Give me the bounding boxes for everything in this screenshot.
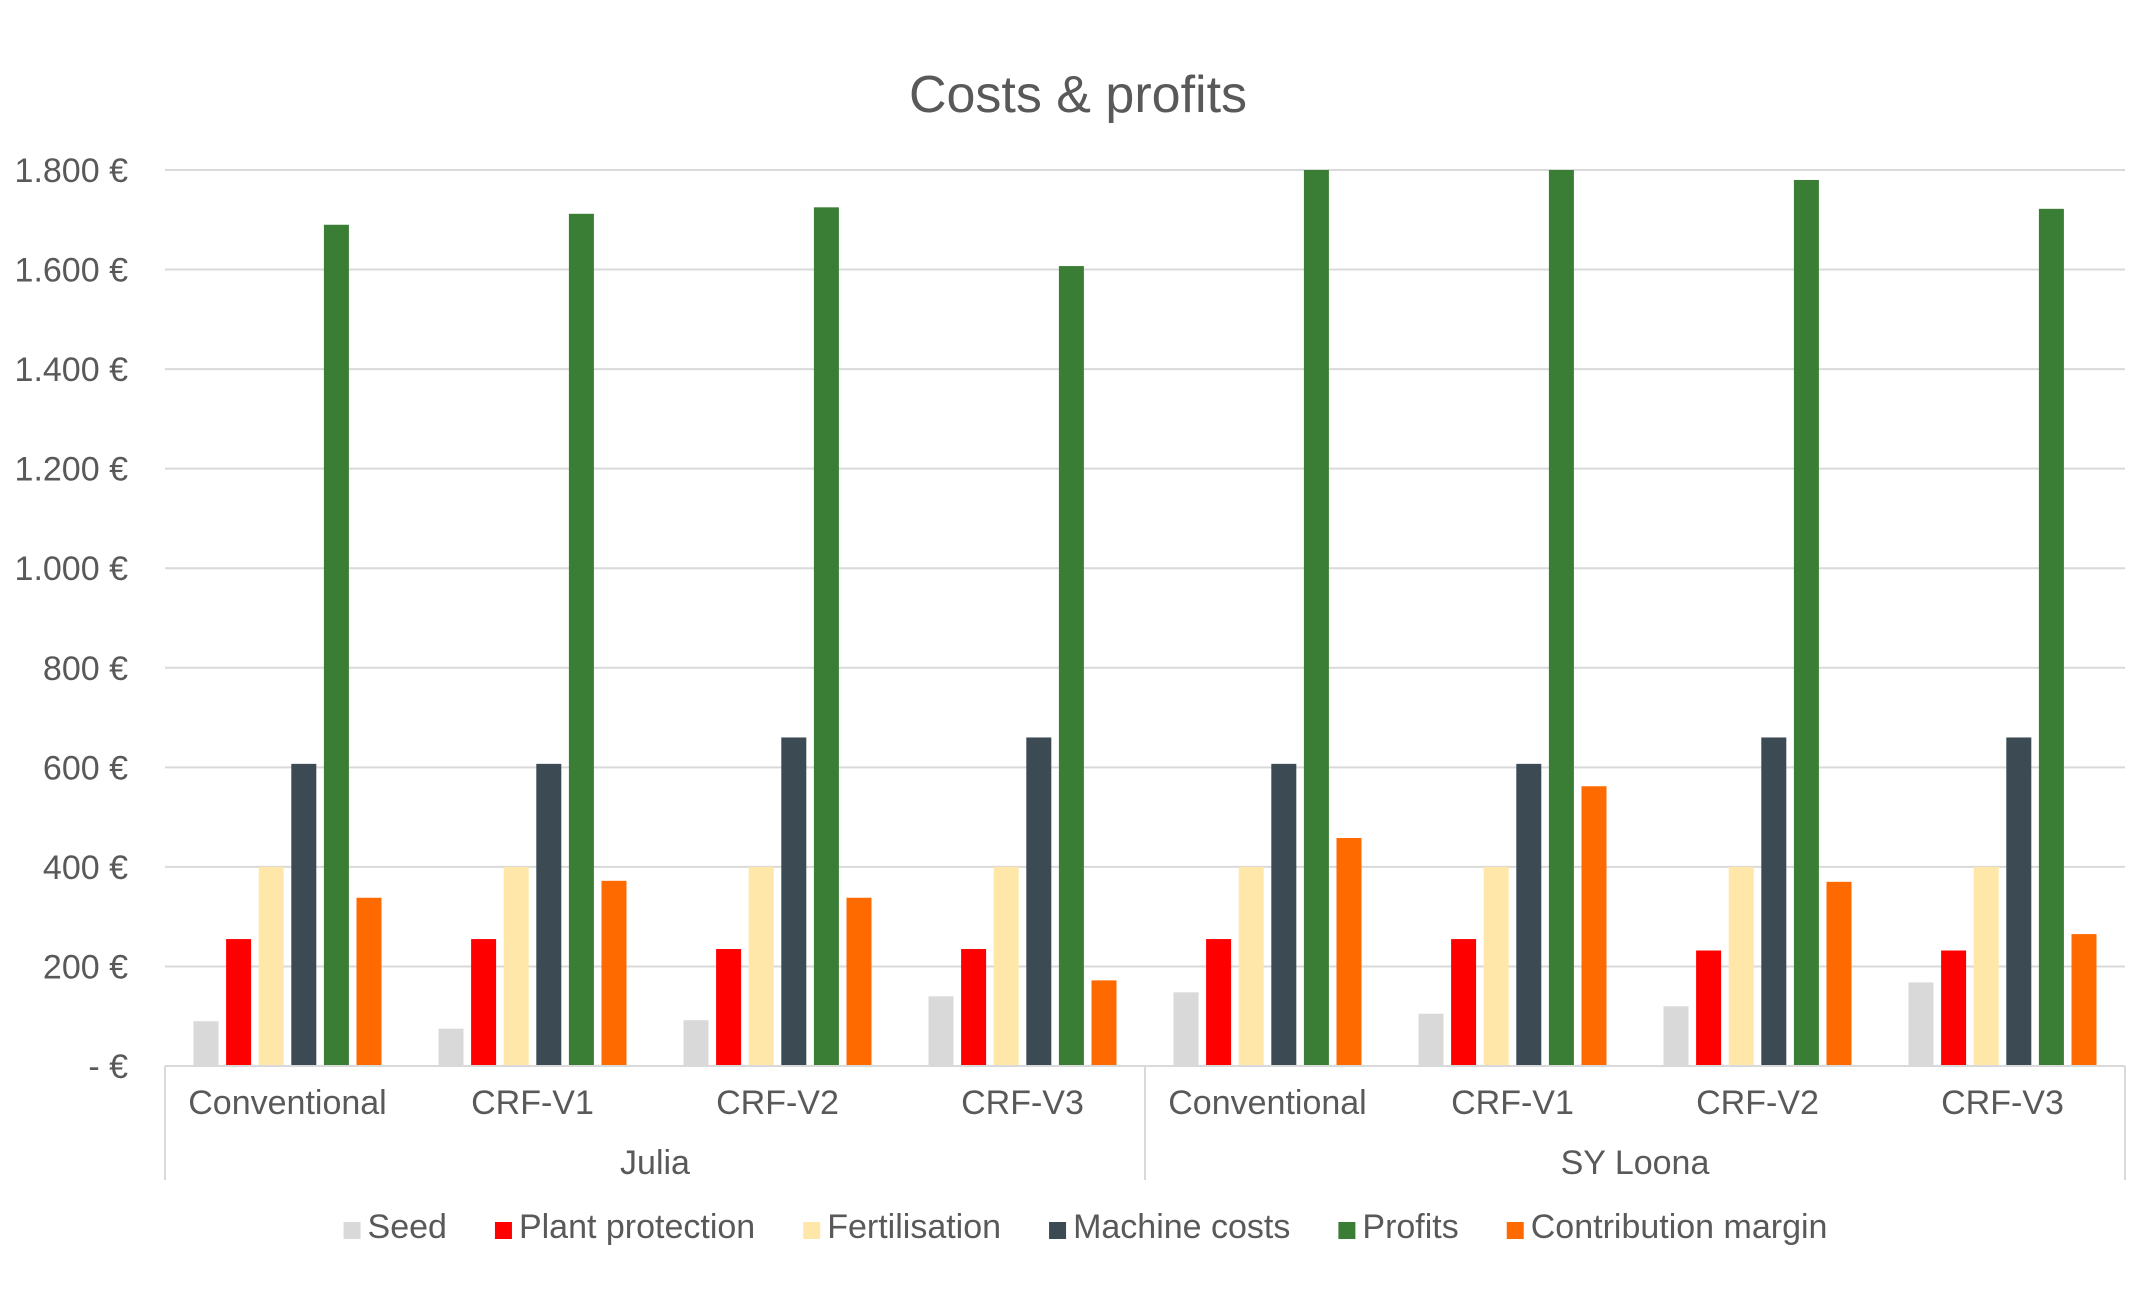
- legend-label: Profits: [1362, 1208, 1458, 1246]
- legend-item: Plant protection: [494, 1208, 755, 1246]
- bar-profits: [2038, 208, 2064, 1066]
- x-axis: [164, 1065, 2126, 1180]
- bar-seed: [1908, 982, 1934, 1066]
- legend-label: Contribution margin: [1531, 1208, 1828, 1246]
- bar-plant-protection: [471, 939, 497, 1066]
- bar-machine-costs: [536, 763, 562, 1066]
- bar-fertilisation: [503, 866, 529, 1066]
- bar-machine-costs: [2006, 737, 2032, 1066]
- bar-seed: [1418, 1013, 1444, 1066]
- y-axis-tick-labels: - € 200 € 400 € 600 € 800 € 1.000 € 1.200 € 1.4…: [15, 152, 129, 1086]
- y-tick-label: 1.400 €: [15, 351, 129, 389]
- bar-machine-costs: [1271, 763, 1297, 1066]
- bar-fertilisation: [1973, 866, 1999, 1066]
- legend-swatch: [1506, 1222, 1524, 1239]
- bar-seed: [928, 996, 954, 1066]
- legend-swatch: [803, 1222, 821, 1239]
- bar-plant-protection: [961, 949, 987, 1066]
- bar-plant-protection: [1696, 950, 1722, 1066]
- legend-swatch: [343, 1222, 361, 1239]
- y-tick-label: 200 €: [43, 948, 128, 986]
- bar-contribution-margin: [846, 897, 872, 1066]
- bar-machine-costs: [291, 763, 317, 1066]
- x-group-label: SY Loona: [1561, 1144, 1710, 1182]
- bar-plant-protection: [226, 939, 252, 1066]
- bar-machine-costs: [1761, 737, 1787, 1066]
- legend: Seed Plant protection Fertilisation Machine…: [343, 1208, 1828, 1246]
- x-category-label: CRF-V2: [716, 1084, 839, 1122]
- bar-fertilisation: [1483, 866, 1509, 1066]
- bar-seed: [1173, 992, 1199, 1066]
- bar-plant-protection: [1941, 950, 1967, 1066]
- bar-profits: [813, 207, 839, 1067]
- x-category-label: CRF-V1: [471, 1084, 594, 1122]
- y-tick-label: 1.200 €: [15, 451, 129, 489]
- bar-fertilisation: [748, 866, 774, 1066]
- bar-seed: [1663, 1006, 1689, 1066]
- bar-fertilisation: [1728, 866, 1754, 1066]
- bar-plant-protection: [1206, 939, 1232, 1066]
- bar-profits: [1303, 170, 1329, 1066]
- x-category-label: CRF-V2: [1696, 1084, 1819, 1122]
- bar-machine-costs: [1026, 737, 1052, 1066]
- y-tick-label: - €: [88, 1048, 128, 1086]
- legend-item: Profits: [1338, 1208, 1459, 1246]
- legend-item: Seed: [343, 1208, 447, 1246]
- bar-profits: [1548, 170, 1574, 1066]
- bars: [193, 170, 2097, 1067]
- x-axis-category-labels: Conventional CRF-V1 CRF-V2 CRF-V3 Convention…: [188, 1084, 2064, 1122]
- bar-profits: [1058, 266, 1084, 1066]
- y-tick-label: 1.800 €: [15, 152, 129, 190]
- legend-label: Fertilisation: [827, 1208, 1001, 1246]
- x-category-label: Conventional: [1168, 1084, 1366, 1122]
- bar-plant-protection: [716, 949, 742, 1066]
- bar-contribution-margin: [1581, 786, 1607, 1066]
- y-tick-label: 800 €: [43, 650, 128, 688]
- bar-contribution-margin: [601, 880, 627, 1066]
- bar-contribution-margin: [356, 897, 382, 1066]
- bar-contribution-margin: [1826, 881, 1852, 1066]
- legend-item: Fertilisation: [803, 1208, 1001, 1246]
- bar-plant-protection: [1451, 939, 1477, 1066]
- bar-contribution-margin: [2071, 934, 2097, 1066]
- bar-contribution-margin: [1091, 980, 1117, 1066]
- bar-seed: [193, 1021, 219, 1066]
- y-tick-label: 1.600 €: [15, 252, 129, 290]
- x-category-label: CRF-V3: [1941, 1084, 2064, 1122]
- bar-machine-costs: [781, 737, 807, 1066]
- bar-contribution-margin: [1336, 838, 1362, 1066]
- bar-machine-costs: [1516, 763, 1542, 1066]
- legend-label: Machine costs: [1073, 1208, 1290, 1246]
- x-category-label: CRF-V1: [1451, 1084, 1574, 1122]
- bar-seed: [438, 1028, 464, 1066]
- bar-profits: [1793, 179, 1819, 1066]
- y-tick-label: 600 €: [43, 749, 128, 787]
- legend-swatch: [1338, 1222, 1356, 1239]
- bar-seed: [683, 1020, 709, 1066]
- bar-fertilisation: [258, 866, 284, 1066]
- legend-label: Seed: [368, 1208, 447, 1246]
- gridlines: [165, 169, 2125, 968]
- legend-swatch: [1049, 1222, 1067, 1239]
- legend-item: Contribution margin: [1506, 1208, 1828, 1246]
- y-tick-label: 1.000 €: [15, 550, 129, 588]
- legend-item: Machine costs: [1049, 1208, 1290, 1246]
- legend-swatch: [494, 1222, 512, 1239]
- x-category-label: Conventional: [188, 1084, 386, 1122]
- bar-fertilisation: [1238, 866, 1264, 1066]
- bar-fertilisation: [993, 866, 1019, 1066]
- x-axis-group-labels: Julia SY Loona: [620, 1144, 1709, 1182]
- bar-profits: [568, 213, 594, 1066]
- y-tick-label: 400 €: [43, 849, 128, 887]
- x-group-label: Julia: [620, 1144, 690, 1182]
- bar-profits: [323, 224, 349, 1066]
- x-category-label: CRF-V3: [961, 1084, 1084, 1122]
- legend-label: Plant protection: [519, 1208, 755, 1246]
- chart-title: Costs & profits: [909, 66, 1247, 124]
